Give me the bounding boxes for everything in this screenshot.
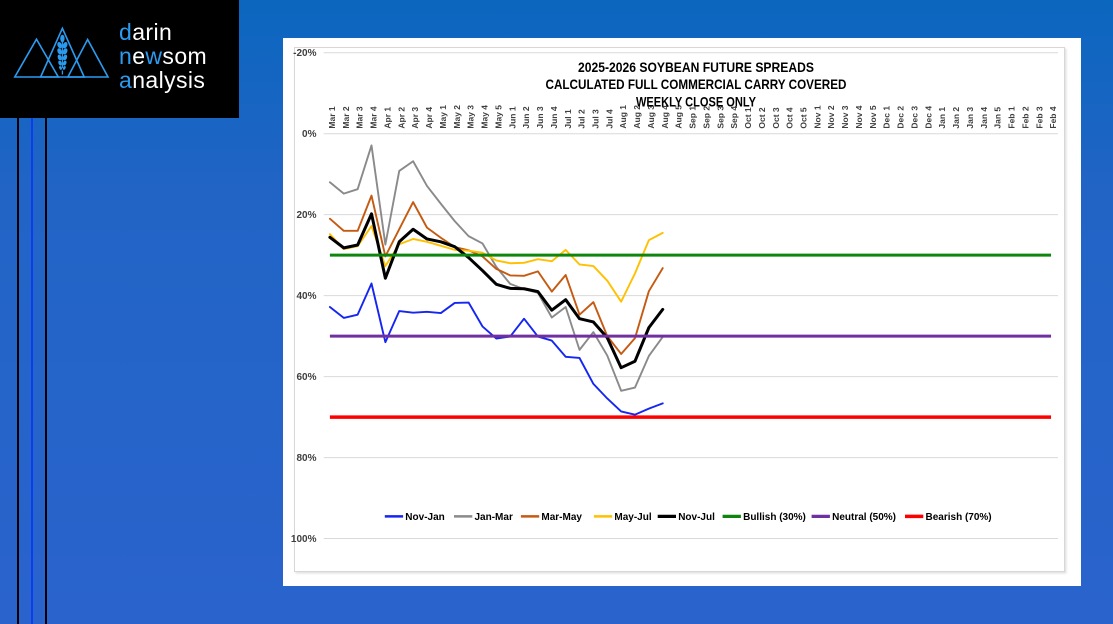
svg-text:Aug 5: Aug 5	[674, 105, 684, 129]
svg-text:Jul 2: Jul 2	[577, 109, 587, 129]
svg-text:60%: 60%	[296, 372, 316, 383]
svg-text:Apr 1: Apr 1	[382, 107, 392, 129]
svg-text:2025-2026 SOYBEAN FUTURE SPREA: 2025-2026 SOYBEAN FUTURE SPREADS	[578, 59, 814, 75]
svg-text:Neutral (50%): Neutral (50%)	[832, 512, 896, 523]
svg-text:Jun 3: Jun 3	[535, 106, 545, 128]
svg-text:May 5: May 5	[493, 105, 503, 129]
svg-text:Sep 4: Sep 4	[729, 106, 739, 129]
svg-text:Jun 4: Jun 4	[549, 106, 559, 128]
svg-text:Feb 2: Feb 2	[1020, 106, 1030, 128]
svg-text:Dec 3: Dec 3	[909, 106, 919, 129]
svg-text:Nov-Jan: Nov-Jan	[405, 512, 444, 523]
svg-text:Jan 1: Jan 1	[937, 107, 947, 129]
svg-text:Apr 2: Apr 2	[396, 107, 406, 129]
svg-text:Bearish (70%): Bearish (70%)	[926, 512, 992, 523]
svg-text:Sep 3: Sep 3	[715, 106, 725, 129]
svg-text:Jul 4: Jul 4	[604, 109, 614, 129]
svg-text:Jun 2: Jun 2	[521, 106, 531, 128]
svg-text:Feb 3: Feb 3	[1034, 106, 1044, 128]
svg-text:Oct 5: Oct 5	[799, 107, 809, 129]
svg-text:Aug 2: Aug 2	[632, 105, 642, 129]
svg-text:Oct 4: Oct 4	[785, 107, 795, 129]
svg-text:Mar 3: Mar 3	[355, 106, 365, 128]
svg-text:Feb 1: Feb 1	[1007, 106, 1017, 128]
svg-text:May 4: May 4	[480, 105, 490, 129]
svg-text:WEEKLY CLOSE ONLY: WEEKLY CLOSE ONLY	[636, 94, 757, 110]
svg-text:Mar 4: Mar 4	[369, 106, 379, 128]
svg-text:May 2: May 2	[452, 105, 462, 129]
svg-text:Jul 1: Jul 1	[563, 109, 573, 129]
svg-text:Jan 2: Jan 2	[951, 107, 961, 129]
svg-text:Jan 3: Jan 3	[965, 107, 975, 129]
svg-text:0%: 0%	[302, 129, 317, 140]
svg-text:Jan-Mar: Jan-Mar	[475, 512, 513, 523]
svg-text:May 3: May 3	[466, 105, 476, 129]
svg-text:Jan 4: Jan 4	[979, 107, 989, 129]
svg-text:Nov 4: Nov 4	[854, 105, 864, 128]
svg-text:Nov 2: Nov 2	[826, 105, 836, 128]
svg-text:Aug 1: Aug 1	[618, 105, 628, 129]
svg-text:Mar 2: Mar 2	[341, 106, 351, 128]
svg-text:40%: 40%	[296, 291, 316, 302]
svg-text:Oct 2: Oct 2	[757, 107, 767, 129]
svg-text:Apr 4: Apr 4	[424, 107, 434, 129]
svg-text:Mar-May: Mar-May	[541, 512, 582, 523]
svg-text:Oct 1: Oct 1	[743, 107, 753, 129]
svg-text:20%: 20%	[296, 210, 316, 221]
svg-text:Dec 2: Dec 2	[896, 106, 906, 129]
svg-text:May 1: May 1	[438, 105, 448, 129]
svg-text:Nov 5: Nov 5	[868, 105, 878, 128]
svg-text:Jan 5: Jan 5	[993, 107, 1003, 129]
svg-text:Mar 1: Mar 1	[327, 106, 337, 128]
svg-text:CALCULATED FULL COMMERCIAL CAR: CALCULATED FULL COMMERCIAL CARRY COVERED	[546, 76, 847, 92]
svg-text:Oct 3: Oct 3	[771, 107, 781, 129]
svg-text:May-Jul: May-Jul	[614, 512, 651, 523]
svg-text:Nov-Jul: Nov-Jul	[678, 512, 715, 523]
svg-text:-20%: -20%	[293, 48, 316, 59]
svg-text:Sep 1: Sep 1	[688, 106, 698, 129]
svg-text:Bullish (30%): Bullish (30%)	[743, 512, 806, 523]
svg-text:Aug 3: Aug 3	[646, 105, 656, 129]
svg-text:Jun 1: Jun 1	[507, 106, 517, 128]
svg-text:Apr 3: Apr 3	[410, 107, 420, 129]
svg-text:Dec 4: Dec 4	[923, 106, 933, 129]
svg-text:Nov 3: Nov 3	[840, 105, 850, 128]
svg-text:80%: 80%	[296, 453, 316, 464]
svg-text:Feb 4: Feb 4	[1048, 106, 1058, 128]
svg-text:Dec 1: Dec 1	[882, 106, 892, 129]
svg-text:Jul 3: Jul 3	[590, 109, 600, 129]
svg-text:Aug 4: Aug 4	[660, 105, 670, 129]
svg-text:100%: 100%	[291, 534, 317, 545]
svg-text:Nov 1: Nov 1	[812, 105, 822, 128]
svg-text:Sep 2: Sep 2	[701, 106, 711, 129]
